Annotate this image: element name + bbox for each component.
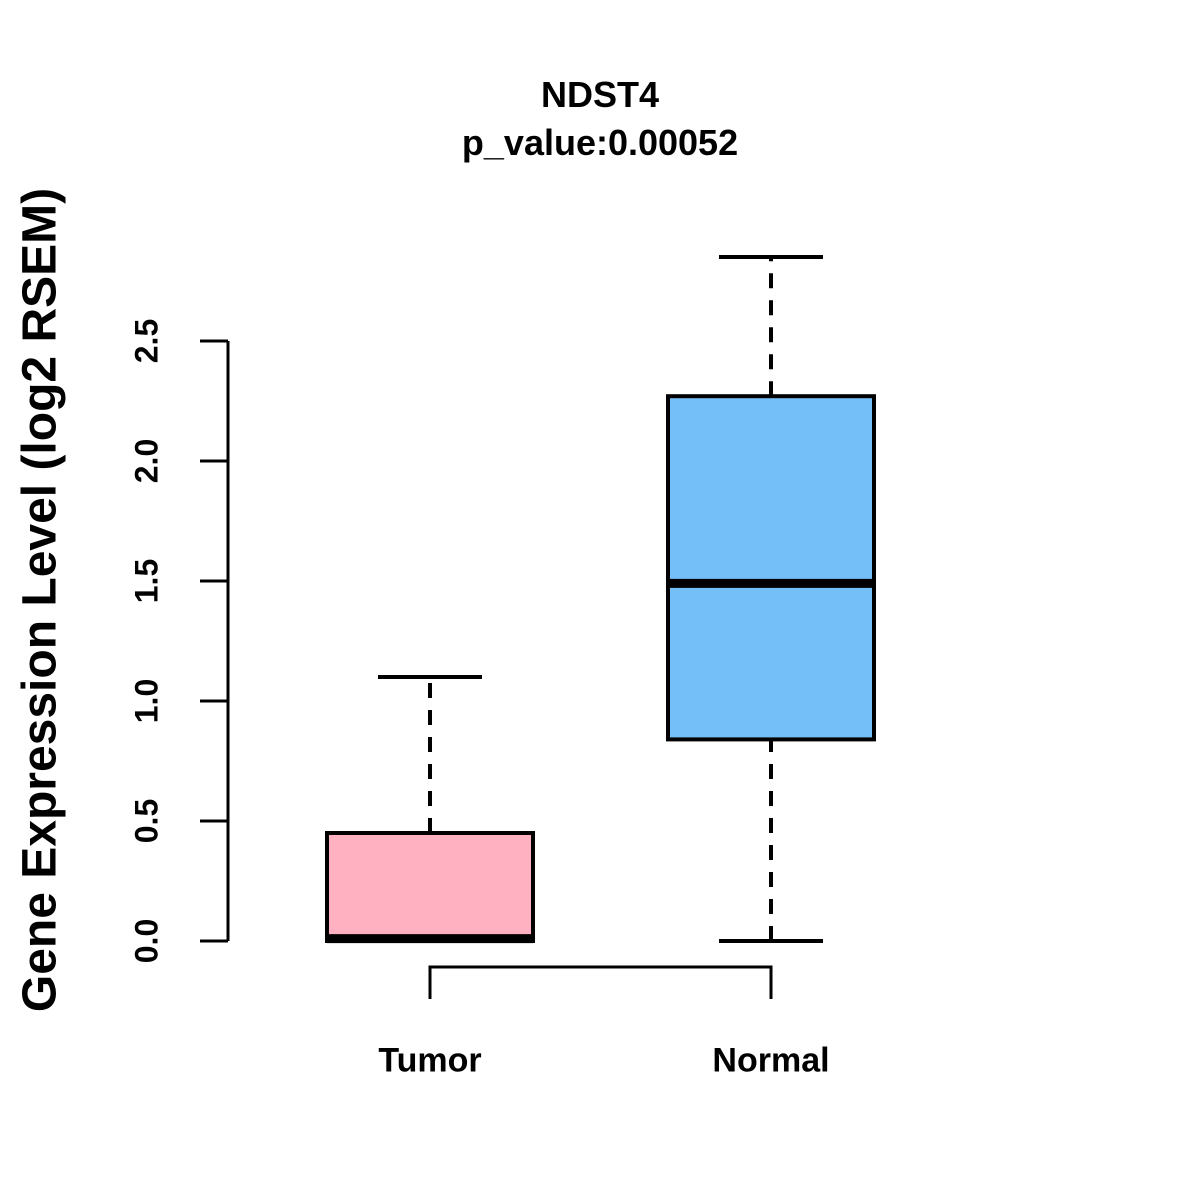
y-axis-tick-label: 1.5 [128, 558, 165, 604]
y-axis-label: Gene Expression Level (log2 RSEM) [13, 187, 67, 1013]
y-axis-tick-label: 1.0 [128, 678, 165, 724]
chart-pvalue-subtitle: p_value:0.00052 [461, 122, 739, 163]
y-axis-tick-label: 0.5 [128, 798, 165, 844]
y-axis-tick-label: 2.5 [128, 318, 165, 364]
chart-title: NDST4 [540, 74, 660, 115]
x-category-label-tumor: Tumor [378, 1041, 482, 1080]
y-axis-tick-label: 0.0 [128, 918, 165, 964]
x-category-label-normal: Normal [712, 1041, 830, 1080]
y-axis-tick-label: 2.0 [128, 438, 165, 484]
box-normal [666, 394, 876, 742]
x-axis-bracket [428, 965, 773, 999]
box-tumor [325, 831, 535, 943]
